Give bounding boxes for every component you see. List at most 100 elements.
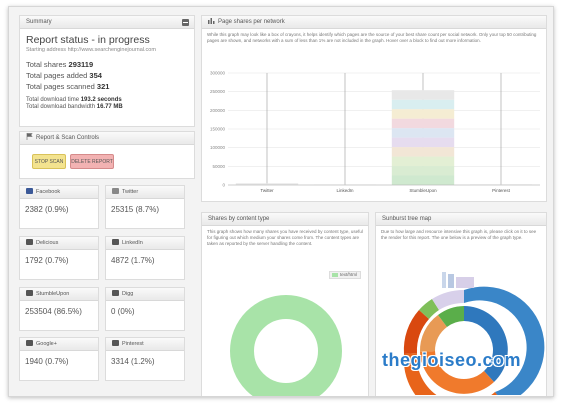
y-tick-label: 150000 [210,127,226,132]
page-shares-description: While this graph may look like a box of … [207,32,537,43]
network-name: Digg [122,291,134,297]
x-tick-label: Pinterest [492,188,511,193]
bar-segment [391,109,455,119]
network-name: LinkedIn [122,240,143,246]
y-tick-label: 100000 [210,145,226,150]
network-tile-header: LinkedIn [106,237,184,250]
network-tile-header: Facebook [20,186,98,199]
network-share-value: 3314 (1.2%) [111,357,155,366]
network-tile-header: Delicious [20,237,98,250]
sunburst-outer-blue [464,286,545,395]
flag-icon [26,133,33,140]
stop-scan-button[interactable]: STOP SCAN [32,154,66,169]
sunburst-inner-tan [419,315,447,352]
app-window: Summary Report status - in progress Star… [8,6,554,397]
network-tile-google: Google+ 1940 (0.7%) [19,337,99,381]
bar-segment [391,99,455,110]
download-time-label: Total download time [26,97,80,103]
y-tick-label: 0 [222,183,225,188]
pages-added-value: 354 [89,71,102,80]
collapse-icon[interactable] [182,19,189,26]
pages-scanned-label: Total pages scanned [26,82,95,91]
pages-scanned-value: 321 [96,82,110,91]
total-shares-label: Total shares [26,60,67,69]
sunburst-inner-green [438,306,464,327]
delicious-icon [26,239,33,245]
network-tile-header: StumbleUpon [20,288,98,301]
download-time-value: 193.2 seconds [80,97,122,103]
starting-address: Starting address http://www.searchengine… [26,47,156,53]
network-share-value: 2382 (0.9%) [25,205,69,214]
stumbleupon-icon [26,290,33,296]
pinterest-icon [112,340,119,346]
network-tile-pinterest: Pinterest 3314 (1.2%) [105,337,185,381]
network-name: Facebook [36,189,61,195]
network-tile-header: Twitter [106,186,184,199]
network-tile-delicious: Delicious 1792 (0.7%) [19,236,99,280]
page-shares-header: Page shares per network [202,16,546,29]
y-tick-label: 200000 [210,108,226,113]
sunburst-outer-darkorange [403,310,429,354]
content-type-header: Shares by content type [202,213,368,226]
sunburst-spike [442,272,446,288]
page-shares-chart: 300000 250000 200000 150000 100000 50000 0 Twit… [210,71,540,193]
y-tick-label: 300000 [210,71,226,76]
network-name: Delicious [36,240,59,246]
network-tile-digg: Digg 0 (0%) [105,287,185,331]
bar-segment [391,166,455,176]
y-tick-label: 250000 [210,89,226,94]
network-tile-twitter: Twitter 25315 (8.7%) [105,185,185,229]
summary-header: Summary [20,16,194,29]
x-tick-label: Twitter [260,188,274,193]
page-shares-header-label: Page shares per network [218,19,285,25]
total-shares-value: 293119 [68,60,94,69]
content-type-header-label: Shares by content type [208,216,270,222]
delete-report-button[interactable]: DELETE REPORT [70,154,114,169]
network-share-value: 1792 (0.7%) [25,256,69,265]
network-name: Pinterest [122,341,144,347]
content-type-donut [230,295,342,396]
sunburst-spike [456,277,474,288]
sunburst-header: Sunburst tree map [376,213,546,226]
facebook-icon [26,188,33,194]
legend-swatch [332,273,338,277]
controls-header: Report & Scan Controls [20,132,194,145]
network-tile-linkedin: LinkedIn 4872 (1.7%) [105,236,185,280]
network-share-value: 1940 (0.7%) [25,357,69,366]
bar-chart-icon [208,17,215,24]
network-share-value: 0 (0%) [111,307,135,316]
summary-header-label: Summary [26,19,52,25]
network-tile-header: Google+ [20,338,98,351]
content-type-legend: text/html [329,271,361,279]
sunburst-spike [448,274,454,288]
bar-segment [391,137,455,148]
network-name: Google+ [36,341,57,347]
googleplus-icon [26,340,33,346]
controls-panel: Report & Scan Controls STOP SCAN DELETE … [19,131,195,179]
network-name: Twitter [122,189,139,195]
donut-slice [230,295,342,396]
network-share-value: 25315 (8.7%) [111,205,160,214]
summary-panel: Summary Report status - in progress Star… [19,15,195,127]
sunburst-outer-orange [403,353,498,395]
bar-segment [391,90,455,100]
content-type-description: This graph shows how many shares you hav… [207,229,363,246]
x-tick-label: StumbleUpon [409,188,437,193]
sunburst-preview[interactable] [376,255,546,395]
bar [235,183,299,185]
sunburst-inner-orange [420,351,494,394]
legend-label: text/html [340,272,358,277]
sunburst-panel: Sunburst tree map Due to how large and r… [375,212,547,396]
sunburst-center [444,330,484,370]
bar-segment [391,175,455,185]
sunburst-header-label: Sunburst tree map [382,216,432,222]
network-tile-header: Pinterest [106,338,184,351]
watermark: thegioiseo.com [382,350,522,370]
x-tick-label: LinkedIn [336,188,354,193]
bar-segment [391,118,455,129]
sunburst-outer-lavender [432,289,464,310]
sunburst-outer-green [419,299,439,319]
bar-segment [391,128,455,138]
network-tile-stumbleupon: StumbleUpon 253504 (86.5%) [19,287,99,331]
pages-added-label: Total pages added [26,71,88,80]
